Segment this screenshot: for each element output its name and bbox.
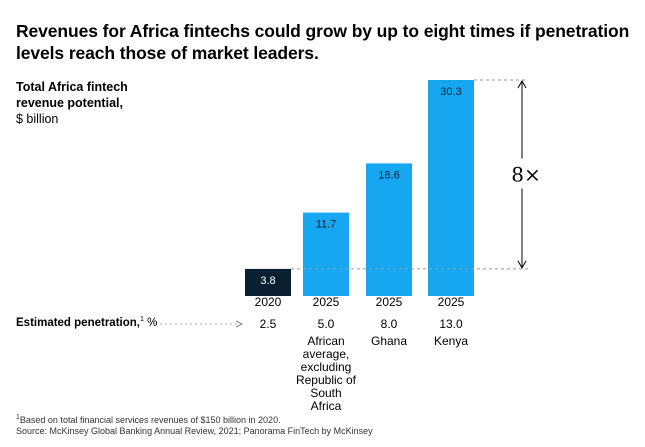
category-label-1: 2025 [313,295,340,309]
footnotes: 1Based on total financial services reven… [16,412,373,437]
penetration-value-0: 2.5 [260,317,277,331]
bar-1 [303,212,349,296]
chart-title: Revenues for Africa fintechs could grow … [16,21,630,63]
y-axis-label-unit: $ billion [16,112,59,126]
multiplier-label: 8× [511,162,540,186]
bar-sublabel-1: African average, excluding Republic of S… [295,334,357,413]
penetration-label-title: Estimated penetration, [16,316,140,329]
penetration-row-label: Estimated penetration,1 % [16,316,157,329]
bar-value-label-1: 11.7 [316,219,337,231]
penetration-leader-arrow [235,320,244,328]
footnote-1: 1Based on total financial services reven… [16,412,373,426]
penetration-value-2: 8.0 [381,317,398,331]
y-axis-label: Total Africa fintech revenue potential, … [16,79,156,127]
bar-2 [366,163,412,296]
penetration-label-sup: 1 [139,316,144,323]
footnote-text: Based on total financial services revenu… [19,415,281,425]
bar-3 [428,80,474,296]
arrow-head-up [517,79,527,89]
penetration-value-1: 5.0 [318,317,335,331]
bar-sublabel-3: Kenya [433,334,469,348]
penetration-value-3: 13.0 [439,317,463,331]
bar-value-label-2: 18.6 [378,169,399,181]
y-axis-label-title: Total Africa fintech revenue potential, [16,80,128,110]
penetration-label-unit: % [143,316,158,329]
bar-value-label-0: 3.8 [260,275,275,287]
category-label-0: 2020 [255,295,282,309]
multiplier-label-bg [508,158,536,189]
bar-value-label-3: 30.3 [440,86,461,98]
bar-sublabel-2: Ghana [370,334,408,348]
footnote-marker: 1 [16,414,20,421]
category-label-2: 2025 [376,295,403,309]
bar-0 [245,268,291,296]
arrow-head-down [517,260,527,269]
category-label-3: 2025 [438,295,465,309]
source-note: Source: McKinsey Global Banking Annual R… [16,426,373,436]
